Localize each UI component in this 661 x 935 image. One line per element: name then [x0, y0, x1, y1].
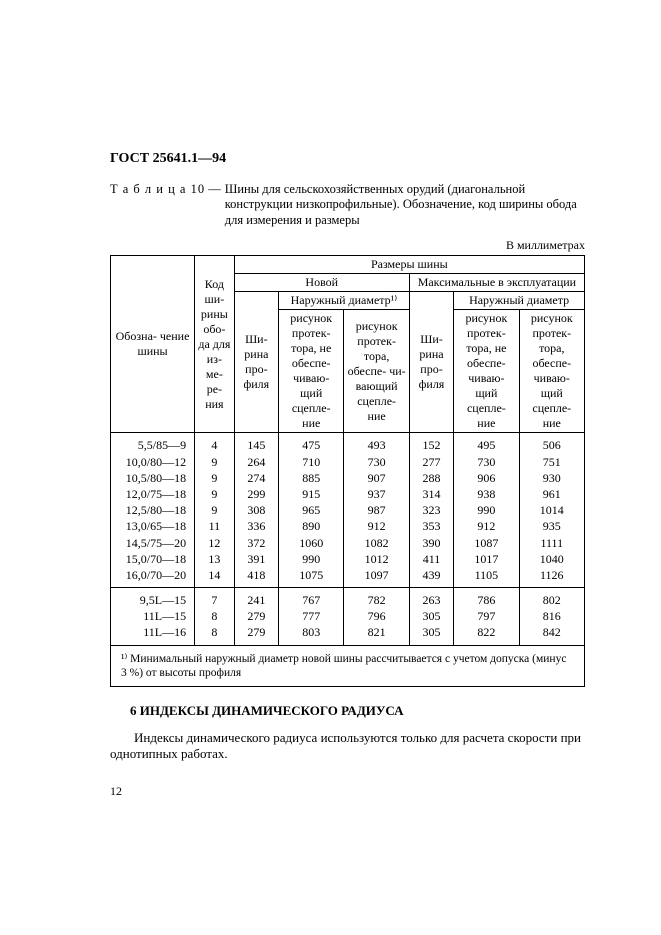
table-row: 14,5/75—20123721060108239010871111: [111, 535, 585, 551]
table-row: 15,0/70—1813391990101241110171040: [111, 551, 585, 567]
th-tread-yes-new: рисунок протек- тора, обеспе- чи- вающий…: [344, 310, 409, 433]
caption-lead: Т а б л и ц а 10 —: [110, 182, 225, 229]
gost-header: ГОСТ 25641.1—94: [110, 150, 585, 168]
th-width-max: Ши- рина про- филя: [409, 292, 453, 433]
tire-table: Обозна- чение шины Код ши- рины обо- да …: [110, 255, 585, 687]
table-row: 9,5L—157241767782263786802: [111, 588, 585, 609]
paragraph: Индексы динамического радиуса используют…: [110, 730, 585, 763]
table-row: 11L—168279803821305822842: [111, 624, 585, 645]
th-tread-no-max: рисунок протек- тора, не обеспе- чиваю- …: [454, 310, 519, 433]
table-row: 10,5/80—189274885907288906930: [111, 470, 585, 486]
table-row: 13,0/65—1811336890912353912935: [111, 518, 585, 534]
table-caption: Т а б л и ц а 10 — Шины для сельскохозяй…: [110, 182, 585, 229]
th-tread-yes-max: рисунок протек- тора, обеспе- чиваю- щий…: [519, 310, 584, 433]
th-new: Новой: [234, 274, 409, 292]
th-max: Максимальные в эксплуатации: [409, 274, 584, 292]
section-heading: 6 ИНДЕКСЫ ДИНАМИЧЕСКОГО РАДИУСА: [130, 703, 585, 719]
th-rim-code: Код ши- рины обо- да для из- ме- ре- ния: [195, 256, 235, 433]
table-row: 12,5/80—1893089659873239901014: [111, 502, 585, 518]
table-row: 5,5/85—94145475493152495506: [111, 433, 585, 454]
caption-body: Шины для сельскохозяйственных орудий (ди…: [225, 182, 585, 229]
th-od-max: Наружный диаметр: [454, 292, 585, 310]
document-page: ГОСТ 25641.1—94 Т а б л и ц а 10 — Шины …: [110, 150, 585, 799]
unit-label: В миллиметрах: [110, 238, 585, 253]
page-number: 12: [110, 784, 585, 799]
table-footnote: ¹⁾ Минимальный наружный диаметр новой ши…: [111, 645, 585, 687]
table-row: 16,0/70—20144181075109743911051126: [111, 567, 585, 588]
th-tread-no-new: рисунок протек- тора, не обеспе- чиваю- …: [279, 310, 344, 433]
table-header: Обозна- чение шины Код ши- рины обо- да …: [111, 256, 585, 433]
table-row: 12,0/75—189299915937314938961: [111, 486, 585, 502]
th-od-new: Наружный диаметр¹⁾: [279, 292, 410, 310]
table-body: 5,5/85—9414547549315249550610,0/80—12926…: [111, 433, 585, 645]
table-row: 10,0/80—129264710730277730751: [111, 454, 585, 470]
th-designation: Обозна- чение шины: [111, 256, 195, 433]
th-tire-dims: Размеры шины: [234, 256, 584, 274]
table-row: 11L—158279777796305797816: [111, 608, 585, 624]
th-width-new: Ши- рина про- филя: [234, 292, 278, 433]
